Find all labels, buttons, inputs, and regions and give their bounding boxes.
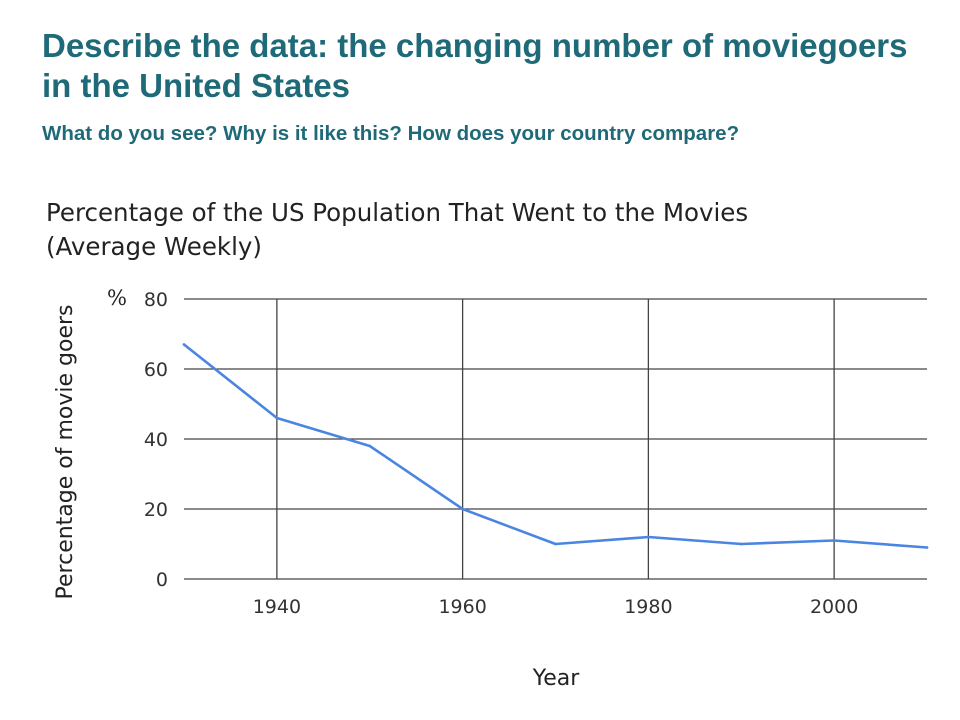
y-tick-label: 60 xyxy=(144,359,168,381)
y-tick-label: 80 xyxy=(144,289,168,311)
chart-title: Percentage of the US Population That Wen… xyxy=(46,196,926,264)
data-point-1990 xyxy=(739,542,743,546)
chart-title-line-2: (Average Weekly) xyxy=(46,232,262,261)
grid-lines xyxy=(184,298,927,580)
y-unit-label: % xyxy=(107,286,127,310)
y-tick-label: 40 xyxy=(144,429,168,451)
data-point-1970 xyxy=(554,542,557,546)
y-tick-label: 20 xyxy=(144,499,168,521)
y-tick-labels: 0 20 40 60 80 xyxy=(144,289,168,591)
y-tick-label: 0 xyxy=(156,569,168,591)
chart-title-line-1: Percentage of the US Population That Wen… xyxy=(46,198,749,227)
data-point-1960 xyxy=(461,507,464,511)
x-tick-labels: 1940 1960 1980 2000 xyxy=(253,596,859,618)
y-axis-label: Percentage of movie goers xyxy=(53,305,78,600)
series-line-0 xyxy=(182,343,929,549)
x-axis-label: Year xyxy=(532,666,581,691)
x-tick-label: 1960 xyxy=(438,596,486,618)
data-point-2000 xyxy=(832,539,836,542)
x-tick-label: 1980 xyxy=(624,596,672,618)
data-point-2010 xyxy=(925,546,929,549)
series-group xyxy=(182,343,929,549)
data-point-1950 xyxy=(368,444,372,448)
data-point-1980 xyxy=(647,535,650,539)
data-point-1940 xyxy=(275,416,279,420)
x-tick-label: 2000 xyxy=(810,596,858,618)
data-point-1930 xyxy=(182,343,186,346)
slide-title: Describe the data: the changing number o… xyxy=(42,27,908,104)
slide-subtitle: What do you see? Why is it like this? Ho… xyxy=(42,122,740,145)
x-tick-label: 1940 xyxy=(253,596,301,618)
